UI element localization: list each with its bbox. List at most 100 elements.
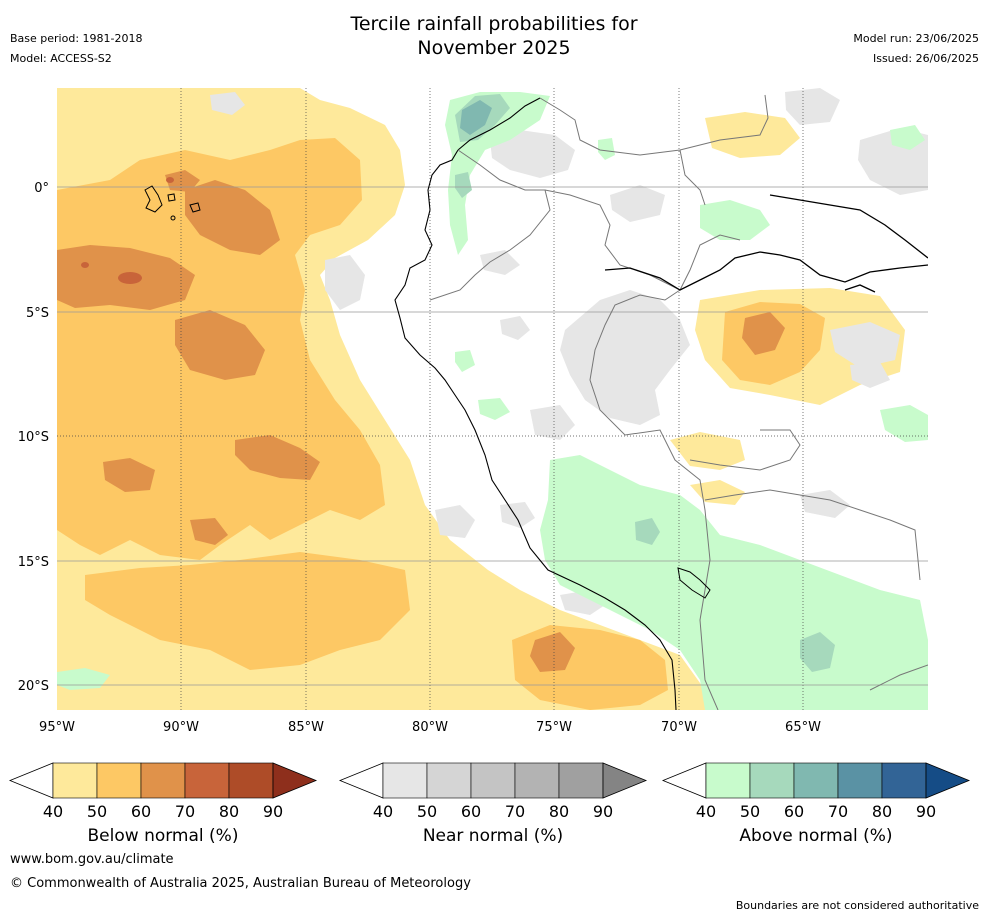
near-normal-east-b	[830, 322, 900, 368]
title-line-2: November 2025	[417, 37, 571, 59]
footer-url: www.bom.gov.au/climate	[10, 852, 174, 867]
above-normal-40-w	[57, 668, 110, 690]
above-normal-60-north	[460, 100, 492, 135]
graticule	[57, 88, 928, 710]
lon-label-65w: 65°W	[785, 720, 821, 735]
colorbar-below-segment-0	[52, 762, 98, 799]
below-normal-60-d	[235, 435, 320, 480]
meta-left: Base period: 1981-2018 Model: ACCESS-S2	[10, 32, 142, 72]
colorbar-near-tick-label: 80	[549, 802, 569, 821]
above-normal-40-e	[880, 405, 928, 442]
below-normal-60-h	[742, 312, 785, 355]
below-normal-40-patch-south2	[690, 480, 745, 505]
colorbar-near-segment-3	[514, 762, 560, 799]
colorbar-near-under-triangle	[338, 762, 384, 799]
near-normal-peru-c	[500, 502, 535, 528]
colorbar-above: 40 50 60 70 80 90	[661, 762, 971, 821]
lon-label-90w: 90°W	[163, 720, 199, 735]
model-text: Model: ACCESS-S2	[10, 52, 112, 65]
below-normal-60-g	[530, 632, 575, 672]
lon-label-80w: 80°W	[412, 720, 448, 735]
below-normal-60-e	[103, 458, 155, 492]
above-normal-40-peru	[478, 398, 510, 420]
below-normal-70-b	[81, 262, 89, 268]
colorbar-above-tick-label: 80	[872, 802, 892, 821]
colorbar-above-segment-1	[749, 762, 795, 799]
colorbar-below-segment-4	[228, 762, 274, 799]
above-normal-40-peru2	[455, 350, 475, 372]
colorbar-near-segment-1	[426, 762, 472, 799]
above-normal-legend-title: Above normal (%)	[739, 826, 893, 846]
colorbars: 40 50 60 70 80 90 40 50 60 70 80 90 40 50 60 70 80 90	[8, 762, 971, 821]
coastline	[394, 149, 677, 710]
colorbar-below-tick-label: 80	[219, 802, 239, 821]
above-normal-40-n3	[598, 138, 615, 160]
colorbar-near-tick-label: 40	[373, 802, 393, 821]
colorbar-above-segment-3	[837, 762, 883, 799]
major-rivers	[604, 194, 928, 293]
below-normal-70-c	[166, 177, 174, 183]
colorbar-below-tick-label: 70	[175, 802, 195, 821]
map-panel	[57, 88, 928, 710]
near-normal-peru-b	[435, 505, 475, 538]
lon-label-95w: 95°W	[39, 720, 75, 735]
title-line-1: Tercile rainfall probabilities for	[350, 13, 638, 35]
below-normal-70-a	[118, 272, 142, 284]
colorbar-above-segment-0	[705, 762, 751, 799]
colorbar-above-tick-label: 50	[740, 802, 760, 821]
colorbar-above-tick-label: 70	[828, 802, 848, 821]
coastline-north	[457, 97, 541, 151]
near-normal-ne2	[785, 88, 840, 125]
lake-titicaca	[677, 567, 711, 599]
near-normal-legend-title: Near normal (%)	[422, 826, 564, 846]
colorbar-near-tick-label: 70	[505, 802, 525, 821]
below-normal-legend-title: Below normal (%)	[87, 826, 239, 846]
chart-title: Tercile rainfall probabilities for Novem…	[0, 12, 988, 60]
above-normal-40-ne2	[890, 125, 925, 150]
meta-right: Model run: 23/06/2025 Issued: 26/06/2025	[853, 32, 979, 72]
colorbar-below-segment-2	[140, 762, 186, 799]
colorbar-below-under-triangle	[8, 762, 54, 799]
below-normal-50-south	[85, 552, 410, 670]
below-normal-60-f	[190, 518, 228, 545]
lon-label-85w: 85°W	[288, 720, 324, 735]
colorbar-below-tick-label: 90	[263, 802, 283, 821]
colorbar-near-tick-label: 90	[593, 802, 613, 821]
base-period-text: Base period: 1981-2018	[10, 32, 143, 45]
above-normal-50-s	[635, 518, 660, 545]
colorbar-near-over-triangle	[602, 762, 648, 799]
colorbar-above-segment-2	[793, 762, 839, 799]
footer-note: Boundaries are not considered authoritat…	[735, 899, 979, 912]
colorbar-near-segment-0	[382, 762, 428, 799]
galapagos-islands	[144, 185, 201, 221]
colorbar-below-tick-label: 50	[87, 802, 107, 821]
below-normal-60-b	[185, 180, 280, 255]
colorbar-near-segment-4	[558, 762, 604, 799]
near-normal-east-c	[850, 362, 890, 388]
lon-label-75w: 75°W	[536, 720, 572, 735]
below-normal-40-patch-ne	[705, 112, 800, 158]
below-normal-60-c	[175, 310, 265, 380]
above-normal-50-se	[800, 632, 835, 672]
below-normal-60-i	[165, 170, 200, 192]
lat-label-15s: 15°S	[18, 555, 49, 570]
colorbar-above-over-triangle	[925, 762, 971, 799]
colorbar-above-segment-4	[881, 762, 927, 799]
footer-copyright: © Commonwealth of Australia 2025, Austra…	[10, 876, 471, 891]
colorbar-near: 40 50 60 70 80 90	[338, 762, 648, 821]
colorbar-above-under-triangle	[661, 762, 707, 799]
lat-label-10s: 10°S	[18, 430, 49, 445]
colorbar-near-tick-label: 50	[417, 802, 437, 821]
colorbar-near-tick-label: 60	[461, 802, 481, 821]
above-normal-50-north-b	[455, 172, 472, 198]
colorbar-below-tick-label: 60	[131, 802, 151, 821]
issued-text: Issued: 26/06/2025	[872, 52, 979, 65]
below-normal-40-patch-south	[670, 432, 745, 470]
lon-axis-labels: 95°W 90°W 85°W 80°W 75°W 70°W 65°W	[39, 720, 821, 735]
lat-label-5s: 5°S	[26, 306, 49, 321]
near-normal-n2	[500, 316, 530, 340]
colorbar-below-segment-3	[184, 762, 230, 799]
colorbar-above-tick-label: 40	[696, 802, 716, 821]
colorbar-below-segment-1	[96, 762, 142, 799]
